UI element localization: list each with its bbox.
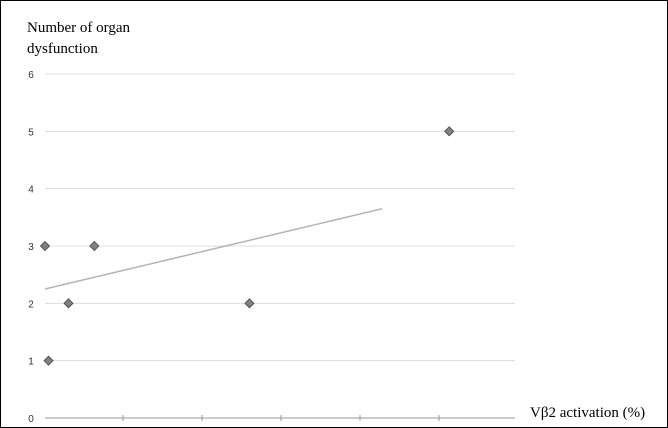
y-axis-label-line-1: Number of organ xyxy=(27,20,131,36)
data-point-5 xyxy=(244,298,255,309)
data-points xyxy=(39,126,455,366)
y-tick-label-1: 1 xyxy=(28,357,34,368)
y-tick-label-3: 3 xyxy=(28,242,34,253)
trendline-group xyxy=(44,208,383,290)
y-axis-label-line-2: dysfunction xyxy=(27,41,98,57)
trendline xyxy=(44,208,383,290)
y-tick-labels: 0 1 2 3 4 5 6 xyxy=(28,70,34,425)
y-tick-label-5: 5 xyxy=(28,127,34,138)
data-point-1 xyxy=(39,240,51,252)
data-point-6 xyxy=(444,126,455,137)
data-point-3 xyxy=(63,298,74,309)
x-axis-label: Vβ2 activation (%) xyxy=(530,405,646,421)
y-tick-label-2: 2 xyxy=(28,299,34,310)
y-tick-label-4: 4 xyxy=(28,185,34,196)
data-point-2 xyxy=(43,355,54,366)
y-tick-label-0: 0 xyxy=(28,414,34,425)
axes xyxy=(45,415,515,421)
data-point-4 xyxy=(89,240,100,252)
y-tick-label-6: 6 xyxy=(28,70,34,81)
gridlines xyxy=(45,73,515,362)
